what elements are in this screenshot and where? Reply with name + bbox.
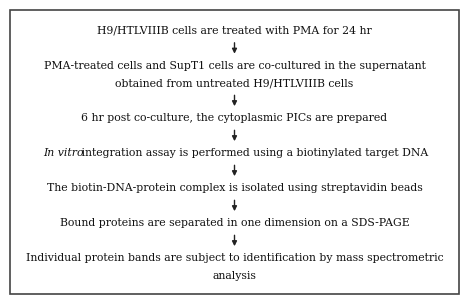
Text: The biotin-DNA-protein complex is isolated using streptavidin beads: The biotin-DNA-protein complex is isolat…: [46, 183, 423, 193]
Text: PMA-treated cells and SupT1 cells are co-cultured in the supernatant: PMA-treated cells and SupT1 cells are co…: [44, 61, 425, 71]
Text: Bound proteins are separated in one dimension on a SDS-PAGE: Bound proteins are separated in one dime…: [60, 218, 409, 228]
Text: 6 hr post co-culture, the cytoplasmic PICs are prepared: 6 hr post co-culture, the cytoplasmic PI…: [82, 113, 387, 123]
Text: In vitro: In vitro: [44, 148, 84, 158]
Text: analysis: analysis: [212, 271, 257, 281]
Text: obtained from untreated H9/HTLVIIIB cells: obtained from untreated H9/HTLVIIIB cell…: [115, 78, 354, 88]
Text: Individual protein bands are subject to identification by mass spectrometric: Individual protein bands are subject to …: [26, 253, 443, 263]
Text: integration assay is performed using a biotinylated target DNA: integration assay is performed using a b…: [78, 148, 428, 158]
Text: H9/HTLVIIIB cells are treated with PMA for 24 hr: H9/HTLVIIIB cells are treated with PMA f…: [97, 26, 372, 36]
